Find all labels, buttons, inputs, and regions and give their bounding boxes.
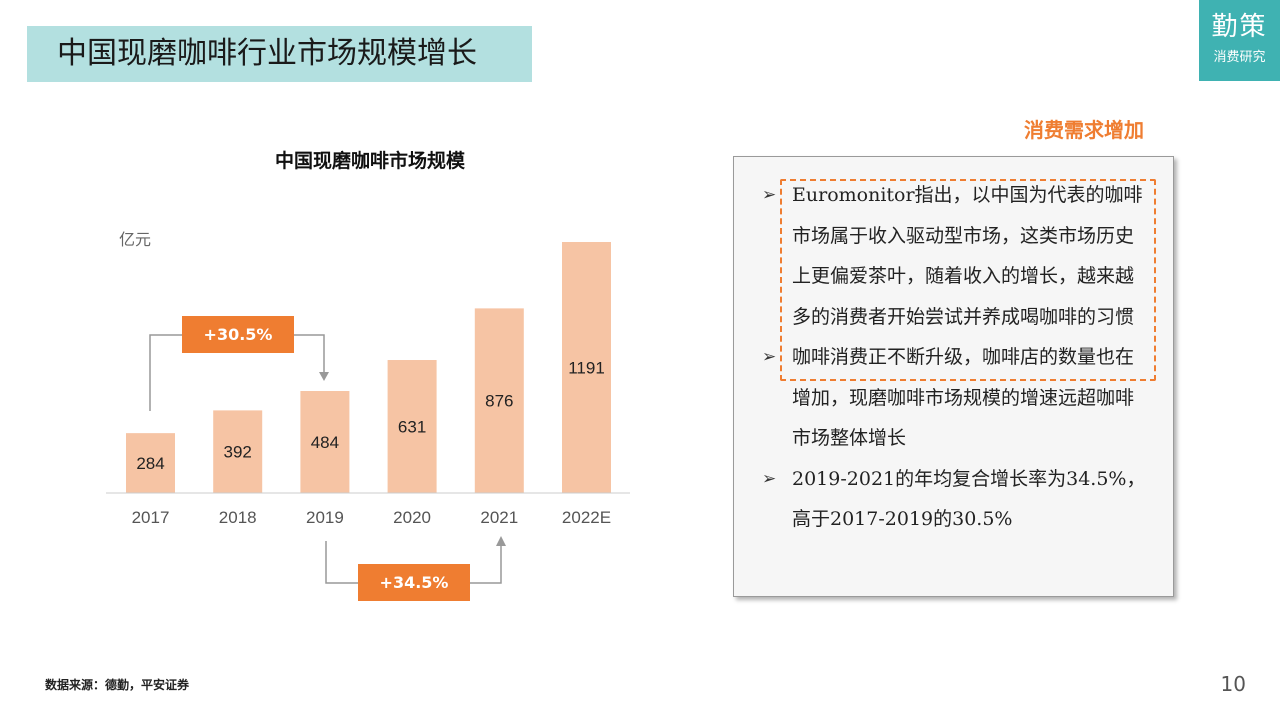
arrowhead-bullet-icon: ➢ [762,185,777,205]
chart-unit-label: 亿元 [119,230,152,249]
x-tick-label: 2020 [393,508,431,527]
arrowhead-bullet-icon: ➢ [762,468,777,489]
logo-sub-text: 消费研究 [1213,50,1266,65]
bar-2018 [213,410,263,493]
bullet-item: ➢ 2019-2021的年均复合增长率为34.5%，高于2017-2019的30.… [762,459,1152,540]
bar-chart: 284 2017 392 2018 484 2019 631 2020 876 2021 1191 2… [106,242,630,584]
x-tick-label: 2018 [219,508,257,527]
growth-badge-2017-2019: +30.5% [182,316,294,353]
arrowhead-bullet-icon: ➢ [762,347,777,367]
x-tick-label: 2017 [132,508,170,527]
data-label: 1191 [568,359,605,378]
title-banner: 中国现磨咖啡行业市场规模增长 [27,26,532,82]
growth-badge-2019-2021: +34.5% [358,564,470,601]
page-number: 10 [1220,672,1246,696]
growth-bracket-bottom [325,541,358,584]
data-label: 631 [398,418,426,437]
x-tick-label: 2019 [306,508,344,527]
data-label: 284 [136,454,164,473]
data-label: 484 [311,433,339,452]
logo-main-text: 勤策 [1211,12,1268,42]
insight-card: ➢ Euromonitor指出，以中国为代表的咖啡市场属于收入驱动型市场，这类市场… [733,156,1174,597]
data-label: 392 [224,443,252,462]
chart-title: 中国现磨咖啡市场规模 [274,150,465,172]
growth-bracket-bottom-right [470,545,502,584]
bullet-item: ➢ Euromonitor指出，以中国为代表的咖啡市场属于收入驱动型市场，这类市场… [762,175,1152,337]
bar-2020 [387,360,437,493]
bullet-list: ➢ Euromonitor指出，以中国为代表的咖啡市场属于收入驱动型市场，这类市场… [762,175,1152,540]
x-tick-label: 2021 [480,508,518,527]
bullet-item: ➢ 咖啡消费正不断升级，咖啡店的数量也在增加，现磨咖啡市场规模的增速远超咖啡市场整… [762,337,1152,459]
arrow-up-icon [496,536,506,546]
growth-bracket-top [149,334,182,411]
data-label: 876 [485,392,513,411]
highlight-dashed-box [780,179,1156,381]
bullet-text: 咖啡消费正不断升级，咖啡店的数量也在增加，现磨咖啡市场规模的增速远超咖啡市场整体… [792,346,1135,449]
bar-2021 [474,308,524,493]
data-source-note: 数据来源：德勤，平安证券 [45,678,190,692]
bar-2022E [562,242,611,493]
bullet-text: Euromonitor指出，以中国为代表的咖啡市场属于收入驱动型市场，这类市场历… [792,184,1143,328]
logo: 勤策 消费研究 [1199,0,1280,81]
page-title: 中国现磨咖啡行业市场规模增长 [57,36,477,71]
bar-2017 [126,433,175,493]
growth-bracket-top-right [294,334,325,372]
bullet-text: 2019-2021的年均复合增长率为34.5%，高于2017-2019的30.5… [792,467,1146,531]
x-tick-label: 2022E [562,508,611,527]
bar-2019 [300,390,350,493]
arrow-down-icon [319,372,329,381]
panel-subtitle: 消费需求增加 [1024,118,1144,142]
